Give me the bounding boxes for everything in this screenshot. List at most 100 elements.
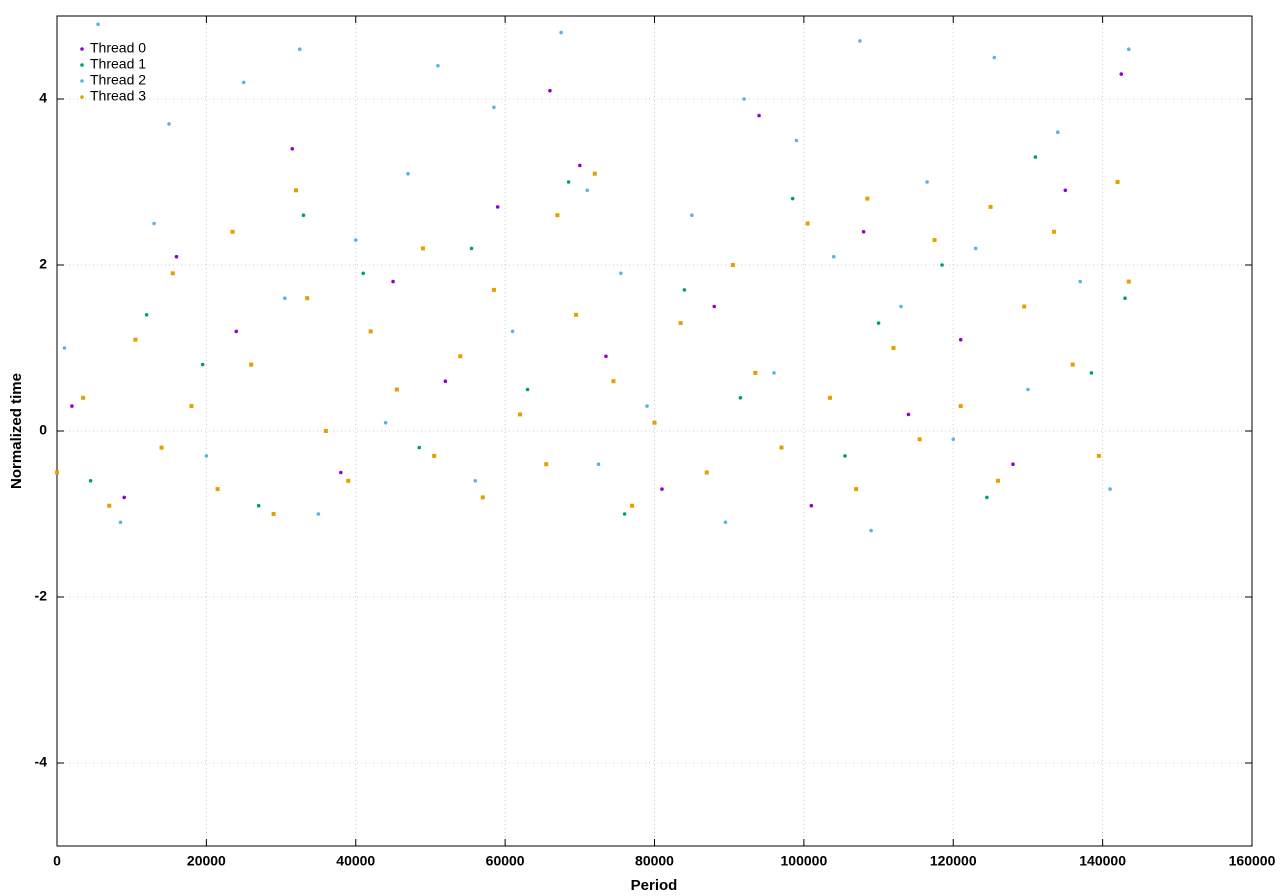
point <box>1022 304 1027 309</box>
point <box>585 188 590 193</box>
point <box>604 354 608 359</box>
point <box>495 205 500 209</box>
point <box>271 512 276 516</box>
point <box>107 503 112 508</box>
point <box>1056 130 1060 134</box>
point <box>1026 387 1030 392</box>
point <box>443 379 448 384</box>
point <box>480 495 485 500</box>
point <box>189 404 194 409</box>
legend-marker <box>80 47 84 51</box>
point <box>738 396 743 400</box>
point <box>230 229 235 234</box>
point <box>619 271 623 276</box>
point <box>70 404 74 408</box>
x-tick-label: 160000 <box>1229 853 1276 869</box>
point <box>876 321 881 325</box>
point <box>790 196 795 201</box>
point <box>458 354 463 359</box>
point <box>578 163 582 168</box>
point <box>996 478 1001 483</box>
point <box>985 495 989 500</box>
point <box>492 105 496 110</box>
point <box>992 55 997 60</box>
point <box>958 337 963 342</box>
point <box>753 370 758 375</box>
point <box>420 246 425 251</box>
legend-label: Thread 1 <box>90 56 146 72</box>
x-tick-label: 140000 <box>1079 853 1126 869</box>
point <box>1063 188 1068 193</box>
point <box>361 271 366 276</box>
legend-label: Thread 3 <box>90 88 146 104</box>
point <box>906 412 911 417</box>
point <box>730 263 735 267</box>
point <box>159 445 164 450</box>
point <box>417 445 422 450</box>
point <box>869 528 873 533</box>
point <box>1119 72 1124 76</box>
point <box>690 213 694 217</box>
point <box>88 479 93 483</box>
point <box>723 520 728 525</box>
point <box>1089 371 1094 375</box>
point <box>973 246 978 251</box>
point <box>566 180 571 184</box>
point <box>899 304 903 309</box>
point <box>152 221 156 226</box>
point <box>596 462 601 467</box>
point <box>290 147 295 151</box>
point <box>574 312 579 317</box>
point <box>858 39 862 43</box>
y-tick-label: -4 <box>35 754 48 770</box>
point <box>660 487 664 491</box>
point <box>559 30 563 35</box>
point <box>925 180 929 184</box>
point <box>383 420 388 425</box>
point <box>170 271 175 276</box>
point <box>809 503 814 508</box>
legend-label: Thread 2 <box>90 72 146 88</box>
point <box>630 503 635 508</box>
point <box>891 346 896 350</box>
point <box>682 288 687 292</box>
point <box>167 122 171 126</box>
point <box>256 503 261 508</box>
point <box>133 337 138 342</box>
point <box>510 329 515 334</box>
x-tick-label: 0 <box>53 853 61 869</box>
point <box>555 213 560 218</box>
point <box>988 204 993 209</box>
x-tick-label: 60000 <box>486 853 525 869</box>
legend-label: Thread 0 <box>90 40 146 56</box>
point <box>861 230 866 234</box>
point <box>391 279 395 284</box>
point <box>234 329 239 334</box>
point <box>204 454 209 458</box>
point <box>678 321 683 326</box>
point <box>1033 155 1038 159</box>
point <box>215 487 220 492</box>
point <box>828 395 833 400</box>
point <box>525 387 530 392</box>
plot-border <box>56 15 1253 847</box>
point <box>779 445 784 450</box>
legend-marker <box>80 79 84 83</box>
x-tick-label: 80000 <box>635 853 674 869</box>
point <box>1108 487 1112 491</box>
point <box>394 387 399 392</box>
point <box>794 138 799 143</box>
point <box>323 429 328 433</box>
point <box>843 454 847 458</box>
point <box>548 88 552 93</box>
point <box>144 313 149 317</box>
point <box>491 287 496 292</box>
point <box>704 470 709 475</box>
point <box>55 470 59 475</box>
point <box>297 47 302 51</box>
point <box>831 254 836 259</box>
y-tick-label: 2 <box>39 256 47 272</box>
point <box>757 113 761 118</box>
legend-marker <box>80 95 84 99</box>
